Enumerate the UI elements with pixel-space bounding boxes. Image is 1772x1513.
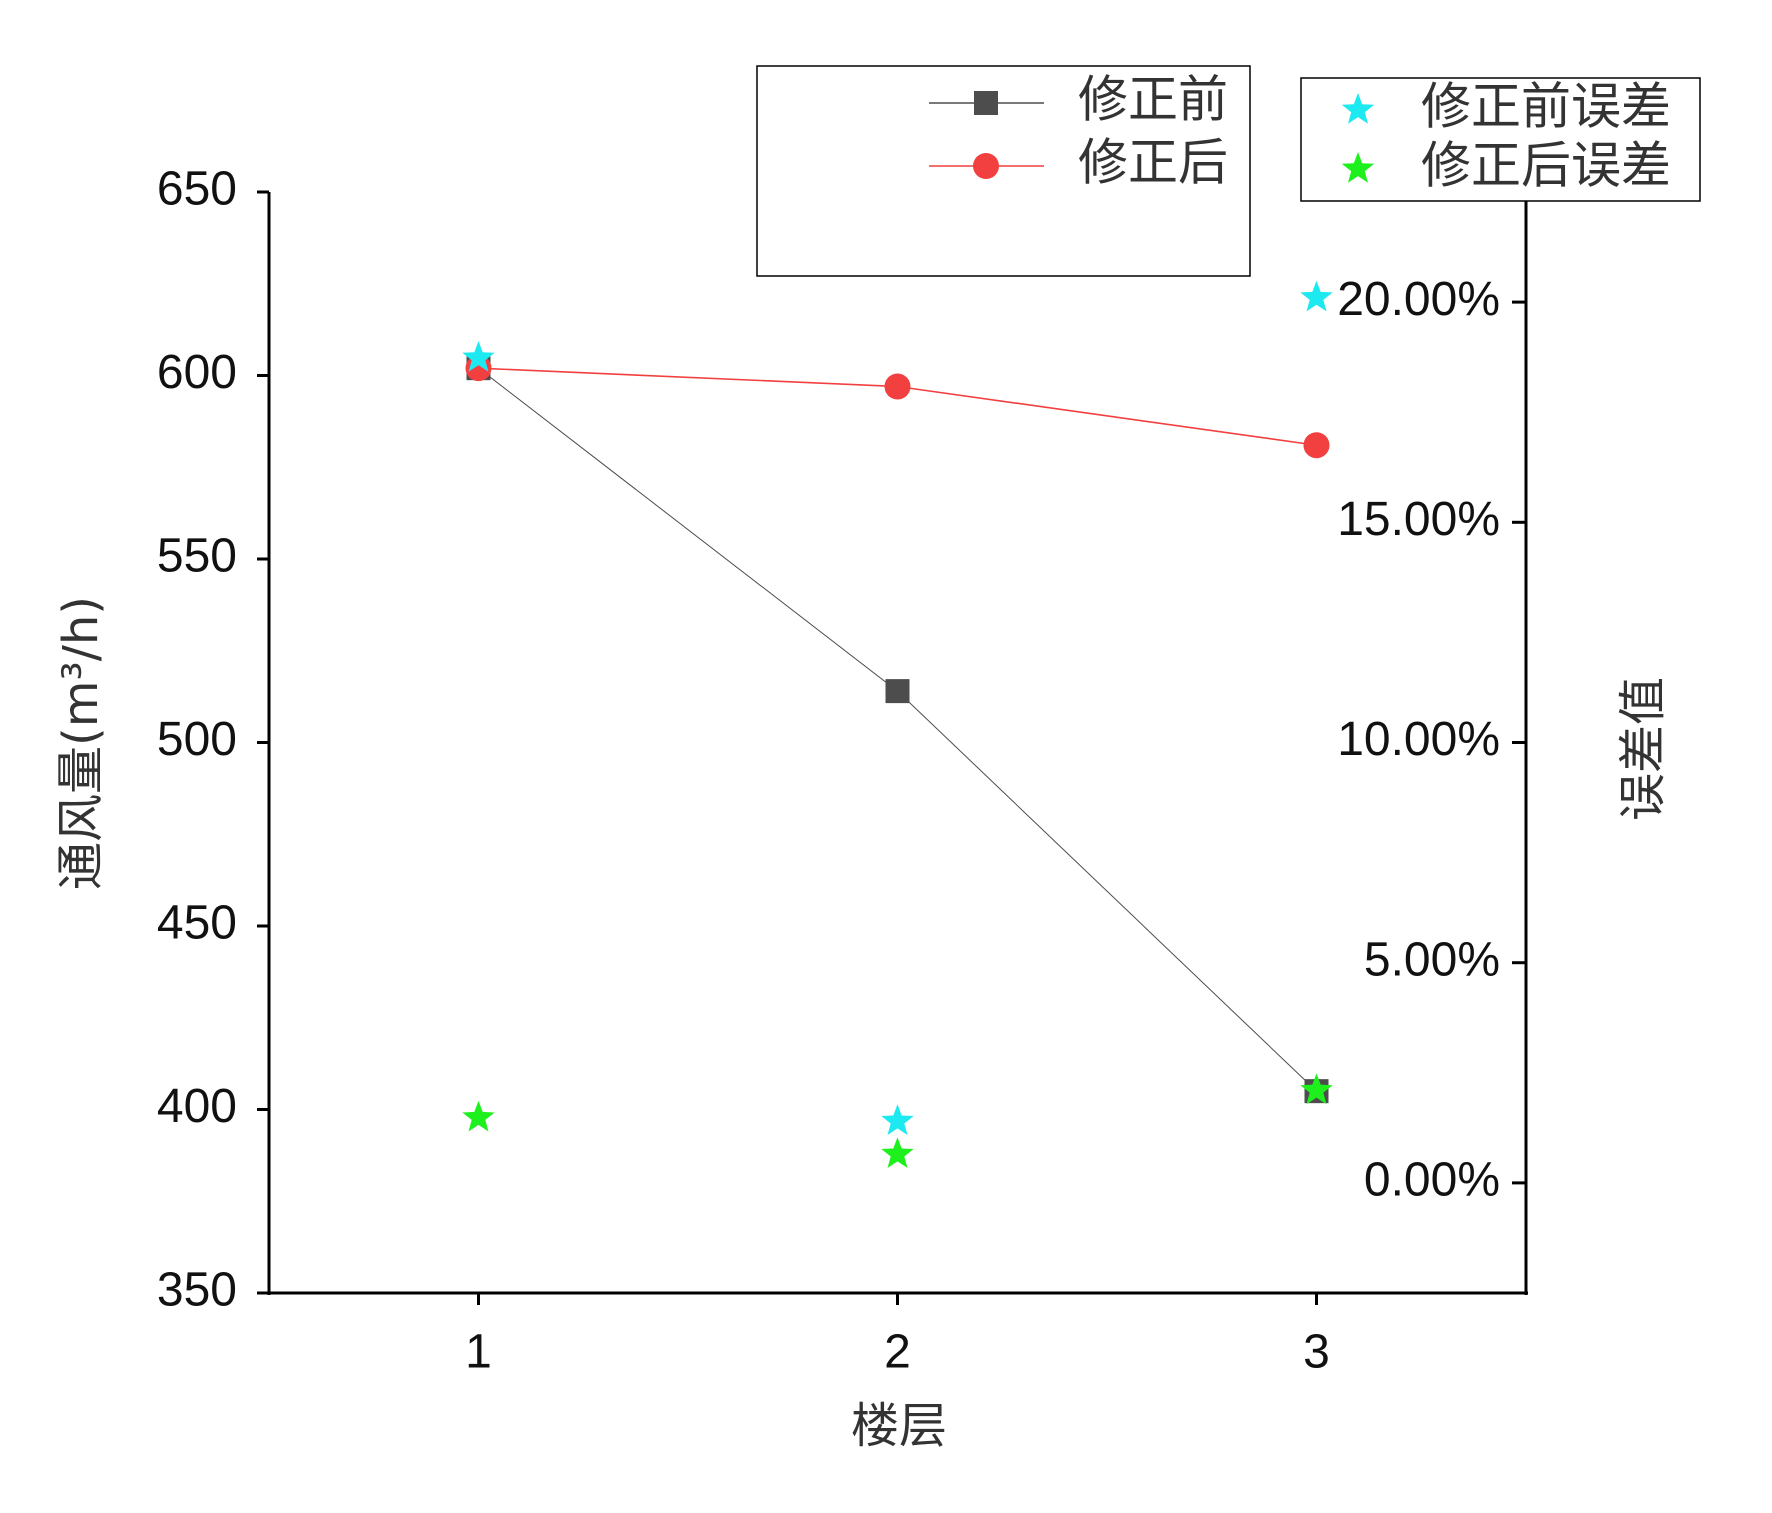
y-tick-label: 350 [157, 1264, 237, 1317]
legend-label: 修正前 [1078, 71, 1228, 129]
y-tick-label: 550 [157, 530, 237, 583]
legend-label: 修正后误差 [1421, 137, 1671, 195]
y-tick-label: 600 [157, 346, 237, 399]
legend-box [756, 65, 1251, 277]
x-tick-label: 3 [1303, 1326, 1330, 1379]
data-point [462, 1100, 495, 1132]
data-point [881, 1104, 914, 1135]
data-point [1303, 432, 1330, 459]
data-point [1300, 280, 1333, 312]
y2-tick-label: 20.00% [1337, 273, 1500, 326]
legend-label: 修正前误差 [1421, 78, 1671, 136]
legend-marker [1341, 152, 1375, 183]
legend-marker [973, 153, 999, 179]
y2-axis-label: 误差值 [1615, 677, 1671, 821]
x-tick-label: 2 [884, 1326, 911, 1379]
legend-label: 修正后 [1078, 134, 1228, 192]
x-tick-label: 1 [465, 1326, 492, 1379]
data-point [462, 341, 495, 372]
y-tick-label: 450 [157, 897, 237, 950]
y2-tick-label: 0.00% [1364, 1154, 1500, 1207]
y2-tick-label: 5.00% [1364, 933, 1500, 986]
y2-tick-label: 10.00% [1337, 713, 1500, 766]
y-tick-label: 650 [157, 163, 237, 216]
legend-box [1300, 77, 1701, 202]
x-axis-label: 楼层 [851, 1398, 947, 1454]
y-tick-label: 400 [157, 1080, 237, 1133]
data-point [885, 679, 910, 704]
y2-tick-label: 15.00% [1337, 493, 1500, 546]
legend-marker [974, 91, 998, 115]
y-axis-label: 通风量(m³/h) [53, 596, 109, 890]
data-point [881, 1137, 914, 1168]
legend-marker [1341, 93, 1375, 124]
y-tick-label: 500 [157, 713, 237, 766]
data-point [884, 373, 911, 400]
data-point [1300, 1073, 1333, 1105]
